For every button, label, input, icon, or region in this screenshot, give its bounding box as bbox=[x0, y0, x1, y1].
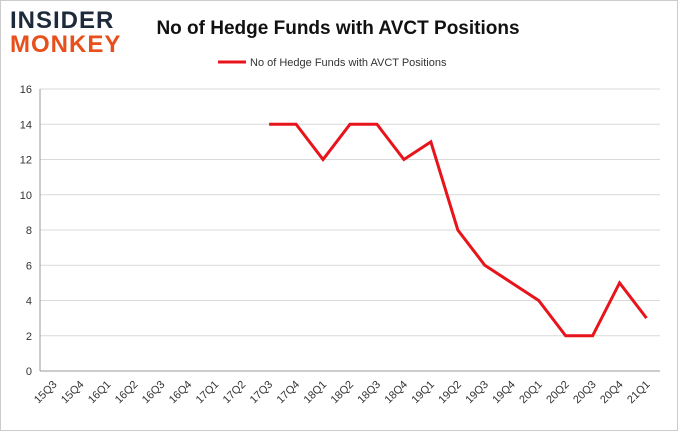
y-tick-label: 0 bbox=[26, 366, 32, 378]
legend-label: No of Hedge Funds with AVCT Positions bbox=[250, 57, 447, 69]
y-tick-label: 16 bbox=[20, 84, 32, 96]
logo-line2: MONKEY bbox=[10, 31, 121, 58]
y-tick-label: 10 bbox=[20, 190, 32, 202]
logo-line1: INSIDER bbox=[10, 7, 114, 34]
y-tick-label: 14 bbox=[20, 119, 32, 131]
data-line bbox=[269, 122, 648, 338]
y-tick-label: 6 bbox=[26, 260, 32, 272]
y-tick-label: 4 bbox=[26, 296, 32, 308]
y-tick-label: 2 bbox=[26, 331, 32, 343]
y-tick-label: 12 bbox=[20, 155, 32, 167]
chart-title: No of Hedge Funds with AVCT Positions bbox=[156, 18, 519, 39]
y-tick-label: 8 bbox=[26, 225, 32, 237]
